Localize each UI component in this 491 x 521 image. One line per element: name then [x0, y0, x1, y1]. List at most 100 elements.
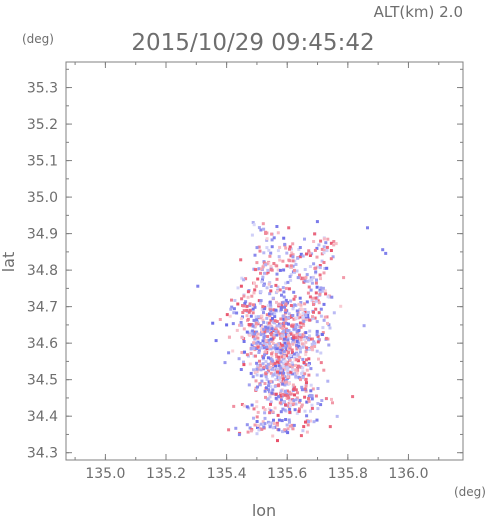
heatmap-cell: [315, 329, 319, 333]
heatmap-cell: [236, 302, 240, 306]
heatmap-cell: [282, 290, 286, 294]
heatmap-cell: [305, 336, 308, 339]
heatmap-cell: [235, 311, 239, 315]
heatmap-cell: [305, 300, 309, 304]
heatmap-cell: [314, 394, 318, 398]
heatmap-cell: [260, 325, 264, 329]
heatmap-cell: [291, 259, 295, 263]
heatmap-cell: [279, 368, 283, 372]
heatmap-cell: [297, 302, 301, 306]
heatmap-cell: [323, 248, 327, 252]
heatmap-cell: [332, 311, 336, 315]
heatmap-cell: [328, 326, 332, 330]
heatmap-cell: [304, 389, 308, 393]
heatmap-cell: [254, 315, 258, 319]
chart-title-timestamp: 2015/10/29 09:45:42: [131, 30, 374, 56]
heatmap-cell: [303, 310, 307, 314]
heatmap-cell: [286, 431, 290, 435]
heatmap-cell: [280, 355, 284, 359]
heatmap-cell: [322, 368, 326, 372]
heatmap-cell: [283, 393, 287, 397]
heatmap-cell: [319, 314, 323, 318]
heatmap-cell: [266, 356, 270, 360]
heatmap-cell: [314, 291, 318, 295]
heatmap-cell: [265, 345, 269, 349]
heatmap-cell: [248, 308, 252, 312]
heatmap-cell: [228, 314, 232, 318]
heatmap-cell: [305, 346, 308, 350]
heatmap-cell: [242, 309, 246, 313]
heatmap-cell: [308, 334, 311, 338]
heatmap-cell: [279, 307, 283, 311]
heatmap-cell: [255, 420, 259, 423]
heatmap-cell: [284, 315, 288, 319]
heatmap-cell: [288, 407, 292, 411]
heatmap-cell: [273, 422, 276, 426]
heatmap-cell: [265, 347, 269, 351]
heatmap-cell: [308, 393, 312, 397]
heatmap-cell: [281, 259, 285, 263]
heatmap-cell: [281, 357, 285, 361]
heatmap-cell: [286, 335, 290, 339]
heatmap-cell: [362, 324, 366, 328]
heatmap-cell: [307, 362, 311, 366]
heatmap-cell: [283, 305, 286, 309]
heatmap-cell: [291, 305, 295, 308]
heatmap-cell: [307, 338, 311, 342]
heatmap-cell: [254, 354, 257, 358]
heatmap-cell: [232, 307, 236, 311]
heatmap-cell: [285, 344, 289, 348]
heatmap-cell: [263, 416, 267, 420]
heatmap-cell: [280, 334, 284, 338]
heatmap-cell: [326, 237, 330, 241]
heatmap-cell: [261, 339, 265, 343]
heatmap-cell: [301, 366, 305, 370]
heatmap-cell: [291, 264, 295, 268]
heatmap-cell: [323, 289, 327, 293]
heatmap-cell: [266, 335, 269, 338]
heatmap-cell: [264, 373, 268, 377]
heatmap-cell: [240, 403, 244, 406]
heatmap-cell: [246, 295, 250, 299]
heatmap-cell: [269, 366, 273, 369]
heatmap-cell: [295, 316, 299, 320]
heatmap-cell: [265, 262, 269, 266]
heatmap-cell: [265, 321, 269, 325]
heatmap-cell: [275, 421, 279, 425]
heatmap-cell: [282, 317, 286, 321]
heatmap-cell: [254, 341, 258, 345]
heatmap-cell: [268, 341, 271, 345]
heatmap-cell: [290, 251, 294, 255]
heatmap-cell: [278, 258, 282, 262]
heatmap-cell: [304, 350, 308, 354]
heatmap-cell: [308, 251, 312, 255]
heatmap-cell: [276, 413, 280, 417]
heatmap-cell: [263, 353, 266, 357]
heatmap-cell: [284, 349, 288, 353]
heatmap-cell: [295, 358, 299, 362]
heatmap-cell: [307, 285, 311, 289]
heatmap-cell: [282, 324, 286, 327]
heatmap-cell: [295, 339, 299, 343]
heatmap-cell: [269, 371, 273, 375]
heatmap-cell: [302, 324, 306, 327]
heatmap-cell: [288, 410, 292, 414]
heatmap-cell: [267, 384, 270, 388]
heatmap-cell: [280, 376, 284, 380]
heatmap-cell: [242, 404, 246, 408]
heatmap-cell: [240, 335, 244, 339]
heatmap-cell: [295, 396, 299, 400]
heatmap-cell: [239, 368, 243, 371]
heatmap-cell: [292, 327, 296, 331]
heatmap-cell: [259, 228, 263, 232]
heatmap-cell: [298, 273, 301, 277]
heatmap-cell: [305, 358, 308, 362]
heatmap-cell: [276, 367, 280, 371]
heatmap-cell: [259, 299, 263, 303]
x-tick-label: 136.0: [388, 466, 428, 482]
heatmap-cell: [273, 344, 277, 348]
heatmap-cell: [297, 315, 301, 319]
heatmap-cell: [279, 306, 283, 310]
heatmap-cell: [274, 378, 278, 381]
heatmap-cell: [275, 300, 278, 304]
